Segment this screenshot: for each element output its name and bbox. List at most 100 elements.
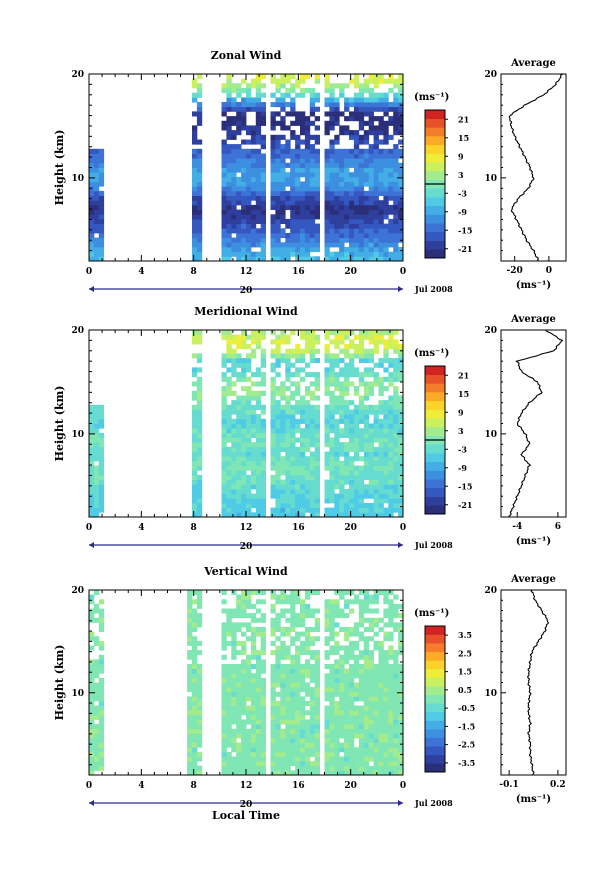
heatmap-cell xyxy=(329,190,335,196)
heatmap-cell xyxy=(280,770,286,776)
heatmap-cell xyxy=(373,228,379,234)
heatmap-cell xyxy=(373,83,379,89)
heatmap-cell xyxy=(373,330,379,336)
heatmap-cell xyxy=(236,747,242,753)
heatmap-cell xyxy=(280,390,286,396)
colorbar-swatch xyxy=(425,487,445,497)
heatmap-cell xyxy=(231,484,237,490)
heatmap-cell xyxy=(324,423,330,429)
heatmap-cell xyxy=(246,395,252,401)
heatmap-cell xyxy=(373,765,379,771)
heatmap-cell xyxy=(285,493,291,499)
heatmap-cell xyxy=(300,186,306,192)
heatmap-cell xyxy=(196,728,203,734)
heatmap-cell xyxy=(349,664,355,669)
heatmap-cell xyxy=(309,358,316,364)
heatmap-cell xyxy=(285,92,291,98)
heatmap-cell xyxy=(270,512,276,518)
heatmap-cell xyxy=(344,710,350,716)
heatmap-cell xyxy=(93,228,100,234)
profile-x-tick-label: 0 xyxy=(546,266,552,276)
heatmap-cell xyxy=(236,650,242,656)
heatmap-cell xyxy=(250,125,257,131)
x-tick-label: 0 xyxy=(400,267,406,277)
heatmap-cell xyxy=(255,488,262,494)
heatmap-cell xyxy=(393,228,399,234)
heatmap-cell xyxy=(231,162,237,168)
heatmap-cell xyxy=(221,186,227,192)
heatmap-cell xyxy=(353,654,360,660)
heatmap-cell xyxy=(241,428,247,434)
heatmap-cell xyxy=(192,223,198,229)
heatmap-cell xyxy=(93,488,100,494)
heatmap-cell xyxy=(192,162,198,168)
heatmap-cell xyxy=(280,687,286,693)
heatmap-cell xyxy=(378,78,384,84)
heatmap-cell xyxy=(378,190,384,196)
heatmap-cell xyxy=(378,512,384,518)
heatmap-cell xyxy=(329,747,335,753)
heatmap-cell xyxy=(275,503,281,509)
heatmap-cell xyxy=(349,181,355,187)
heatmap-cell xyxy=(221,195,227,201)
heatmap-cell xyxy=(285,400,291,406)
heatmap-cell xyxy=(290,673,296,679)
heatmap-cell xyxy=(241,404,247,410)
heatmap-cell xyxy=(285,714,291,720)
heatmap-cell xyxy=(363,761,370,767)
heatmap-cell xyxy=(378,148,384,154)
heatmap-cell xyxy=(275,200,281,206)
heatmap-cell xyxy=(388,395,394,401)
heatmap-cell xyxy=(378,125,384,131)
heatmap-cell xyxy=(236,687,242,693)
heatmap-cell xyxy=(260,348,266,354)
heatmap-cell xyxy=(192,172,198,178)
heatmap-cell xyxy=(290,507,296,513)
heatmap-cell xyxy=(329,451,335,457)
heatmap-cell xyxy=(383,367,389,373)
heatmap-cell xyxy=(280,733,286,739)
heatmap-cell xyxy=(285,742,291,748)
heatmap-cell xyxy=(398,125,404,131)
heatmap-cell xyxy=(329,409,335,415)
heatmap-cell xyxy=(236,414,242,420)
heatmap-cell xyxy=(231,88,237,94)
heatmap-cell xyxy=(221,442,227,448)
heatmap-cell xyxy=(393,242,399,248)
heatmap-cell xyxy=(378,650,384,656)
heatmap-cell xyxy=(221,214,227,220)
heatmap-cell xyxy=(329,613,335,619)
heatmap-cell xyxy=(329,673,335,679)
heatmap-cell xyxy=(344,330,350,336)
heatmap-cell xyxy=(280,512,286,518)
heatmap-cell xyxy=(363,493,370,499)
heatmap-cell xyxy=(270,400,276,406)
heatmap-cell xyxy=(196,353,203,359)
heatmap-cell xyxy=(309,330,316,336)
heatmap-cell xyxy=(93,705,100,711)
heatmap-cell xyxy=(353,765,360,771)
heatmap-cell xyxy=(383,599,389,605)
heatmap-cell xyxy=(236,479,242,485)
heatmap-cell xyxy=(329,742,335,748)
heatmap-cell xyxy=(304,488,311,494)
heatmap-cell xyxy=(89,479,95,485)
heatmap-cell xyxy=(290,714,296,720)
heatmap-cell xyxy=(383,664,389,669)
heatmap-cell xyxy=(339,176,345,182)
heatmap-cell xyxy=(89,756,95,762)
heatmap-cell xyxy=(246,756,252,762)
heatmap-cell xyxy=(270,691,276,697)
heatmap-cell xyxy=(368,144,374,150)
heatmap-cell xyxy=(241,608,247,614)
heatmap-cell xyxy=(304,479,311,485)
heatmap-cell xyxy=(393,162,399,168)
heatmap-cell xyxy=(388,590,394,595)
heatmap-cell xyxy=(255,423,262,429)
heatmap-cell xyxy=(192,460,198,466)
heatmap-cell xyxy=(339,158,345,164)
heatmap-cell xyxy=(250,677,257,683)
heatmap-cell xyxy=(236,594,242,600)
heatmap-cell xyxy=(368,218,374,224)
heatmap-cell xyxy=(236,214,242,220)
